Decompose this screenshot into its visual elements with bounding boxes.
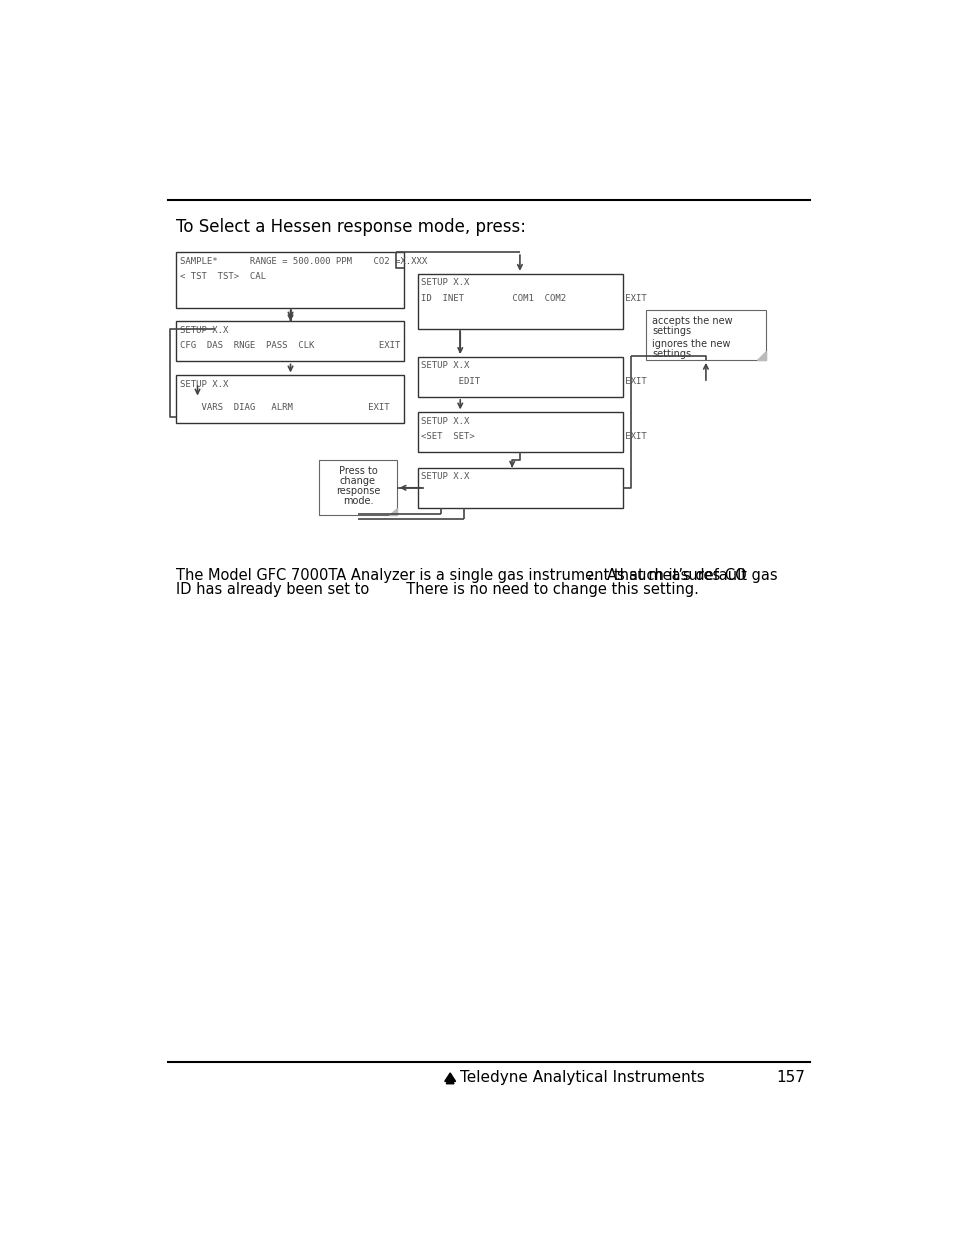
- Text: SETUP X.X: SETUP X.X: [421, 417, 470, 426]
- Polygon shape: [446, 1077, 454, 1084]
- Text: accepts the new: accepts the new: [652, 316, 732, 326]
- Text: 157: 157: [776, 1070, 804, 1086]
- Bar: [645, 310, 765, 359]
- Text: < TST  TST>  CAL: < TST TST> CAL: [179, 272, 266, 282]
- Text: Teledyne Analytical Instruments: Teledyne Analytical Instruments: [459, 1070, 704, 1086]
- Text: mode.: mode.: [342, 496, 373, 506]
- Text: 2: 2: [586, 571, 593, 580]
- Text: ignores the new: ignores the new: [652, 340, 730, 350]
- Text: change: change: [339, 477, 375, 487]
- Bar: [175, 252, 404, 308]
- Text: .  As such it’s default gas: . As such it’s default gas: [592, 568, 777, 583]
- Polygon shape: [444, 1073, 456, 1082]
- Text: <SET  SET>                            EXIT: <SET SET> EXIT: [421, 432, 646, 441]
- Text: response: response: [335, 487, 379, 496]
- Bar: [175, 321, 404, 362]
- Text: Press to: Press to: [338, 466, 377, 477]
- Bar: [417, 468, 622, 508]
- Text: SETUP X.X: SETUP X.X: [421, 278, 470, 288]
- Text: settings: settings: [652, 326, 691, 336]
- Text: SAMPLE*      RANGE = 500.000 PPM    CO2 =X.XXX: SAMPLE* RANGE = 500.000 PPM CO2 =X.XXX: [179, 257, 427, 266]
- Text: settings: settings: [652, 350, 691, 359]
- Text: ID  INET         COM1  COM2           EXIT: ID INET COM1 COM2 EXIT: [421, 294, 646, 303]
- Text: SETUP X.X: SETUP X.X: [179, 326, 228, 335]
- Text: VARS  DIAG   ALRM              EXIT: VARS DIAG ALRM EXIT: [179, 403, 389, 412]
- Text: To Select a Hessen response mode, press:: To Select a Hessen response mode, press:: [175, 217, 525, 236]
- Polygon shape: [389, 508, 396, 515]
- Text: The Model GFC 7000TA Analyzer is a single gas instrument that measures CO: The Model GFC 7000TA Analyzer is a singl…: [175, 568, 746, 583]
- Text: SETUP X.X: SETUP X.X: [179, 380, 228, 389]
- Text: EDIT                           EXIT: EDIT EXIT: [421, 377, 646, 385]
- Bar: [417, 357, 622, 396]
- Bar: [417, 274, 622, 330]
- Text: SETUP X.X: SETUP X.X: [421, 362, 470, 370]
- Text: SETUP X.X: SETUP X.X: [421, 472, 470, 482]
- Bar: [175, 375, 404, 424]
- Polygon shape: [757, 351, 765, 359]
- Text: ID has already been set to        There is no need to change this setting.: ID has already been set to There is no n…: [175, 582, 698, 597]
- Bar: [417, 412, 622, 452]
- Text: CFG  DAS  RNGE  PASS  CLK            EXIT: CFG DAS RNGE PASS CLK EXIT: [179, 341, 399, 351]
- Bar: [319, 461, 396, 515]
